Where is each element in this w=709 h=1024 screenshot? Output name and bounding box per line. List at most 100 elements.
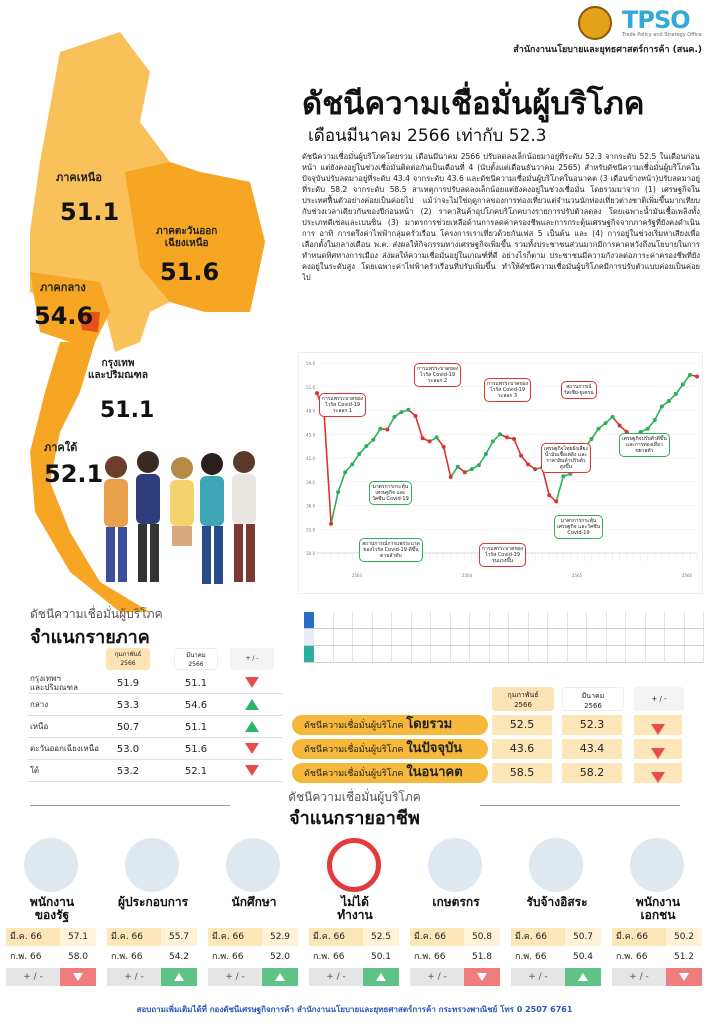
previous-month-label: ก.พ. 66 bbox=[410, 948, 464, 966]
data-point bbox=[420, 436, 425, 441]
y-tick-label: 51.0 bbox=[306, 385, 315, 390]
change-label: + / - bbox=[208, 968, 262, 986]
change-trend bbox=[161, 968, 197, 986]
occupation-card: พนักงาน เอกชน มี.ค. 66 50.2 ก.พ. 66 51.2 + / … bbox=[612, 838, 704, 988]
overall-row: ดัชนีความเชื่อมั่นผู้บริโภค ในปัจจุบัน 43… bbox=[292, 739, 704, 761]
data-point bbox=[638, 429, 643, 434]
current-month-label: มี.ค. 66 bbox=[410, 928, 464, 946]
region-name: เหนือ bbox=[30, 722, 49, 731]
south-region-shape bbox=[30, 342, 150, 612]
cci-line-chart: 30.0 33.0 36.0 39.0 42.0 45.0 48.0 51.0 54.0 2563… bbox=[298, 352, 703, 594]
current-month-label: มี.ค. 66 bbox=[208, 928, 262, 946]
current-value: 52.5 bbox=[363, 928, 399, 946]
region-prev-value: 53.2 bbox=[116, 766, 140, 777]
occupation-table: มี.ค. 66 57.1 ก.พ. 66 58.0 + / - bbox=[6, 928, 96, 988]
region-row: ใต้ 53.2 52.1 bbox=[28, 762, 283, 782]
occupation-row-change: + / - bbox=[107, 968, 197, 986]
previous-value: 51.8 bbox=[464, 948, 500, 966]
occupation-row-previous: ก.พ. 66 51.8 bbox=[410, 948, 500, 966]
occupation-row-current: มี.ค. 66 52.5 bbox=[309, 928, 399, 946]
y-tick-label: 36.0 bbox=[306, 504, 315, 509]
overall-label: ดัชนีความเชื่อมั่นผู้บริโภค ในปัจจุบัน bbox=[292, 739, 488, 759]
data-point bbox=[695, 374, 699, 379]
data-point bbox=[413, 414, 418, 419]
data-point bbox=[512, 437, 517, 441]
series-line-segment bbox=[414, 415, 424, 439]
data-point bbox=[364, 444, 369, 449]
occupation-row-current: มี.ค. 66 50.8 bbox=[410, 928, 500, 946]
chart-annotation: การแพร่ระบาดของ ไวรัส Covid-19 ระลอก 1 bbox=[319, 393, 367, 417]
occupation-row-previous: ก.พ. 66 58.0 bbox=[6, 948, 96, 966]
data-point bbox=[434, 435, 439, 440]
data-point bbox=[680, 382, 685, 387]
data-point bbox=[659, 404, 664, 409]
previous-month-label: ก.พ. 66 bbox=[208, 948, 262, 966]
region-col-prev: กุมภาพันธ์ 2566 bbox=[106, 648, 150, 670]
chart-annotation: สถานการณ์การแพร่ระบาด ของไวรัส Covid-19 … bbox=[359, 538, 423, 562]
change-trend bbox=[262, 968, 298, 986]
region-prev-value: 53.3 bbox=[116, 700, 140, 711]
y-tick-label: 42.0 bbox=[306, 456, 315, 461]
y-tick-label: 48.0 bbox=[306, 409, 315, 414]
overall-cur-value: 43.4 bbox=[562, 739, 622, 759]
data-point bbox=[329, 521, 334, 526]
data-point bbox=[378, 426, 383, 431]
region-trend bbox=[230, 721, 274, 735]
data-point bbox=[561, 474, 566, 479]
data-point bbox=[610, 414, 615, 419]
region-prev-value: 50.7 bbox=[116, 722, 140, 733]
ministry-emblem-icon bbox=[578, 6, 612, 40]
row-tag bbox=[304, 629, 314, 645]
trend-down-icon bbox=[245, 677, 259, 688]
person-1-icon bbox=[104, 456, 128, 582]
current-value: 52.9 bbox=[262, 928, 298, 946]
previous-value: 51.2 bbox=[666, 948, 702, 966]
trend-up-icon bbox=[376, 973, 386, 981]
occupation-card: รับจ้างอิสระ มี.ค. 66 50.7 ก.พ. 66 50.4 + / - bbox=[511, 838, 603, 988]
thailand-map bbox=[30, 32, 265, 612]
agency-name: สำนักงานนโยบายและยุทธศาสตร์การค้า (สนค.) bbox=[513, 45, 702, 55]
overall-prev-value: 58.5 bbox=[492, 763, 552, 783]
occupation-row-change: + / - bbox=[6, 968, 96, 986]
occupation-row-change: + / - bbox=[208, 968, 298, 986]
trend-up-icon bbox=[245, 721, 259, 732]
change-label: + / - bbox=[612, 968, 666, 986]
south-value: 52.1 bbox=[44, 460, 104, 488]
chart-annotation: การแพร่ระบาดของ ไวรัส Covid-19 ระลอก 3 bbox=[484, 378, 532, 402]
period-label: 2566 bbox=[682, 573, 693, 578]
data-point bbox=[519, 453, 524, 458]
occupation-row-change: + / - bbox=[309, 968, 399, 986]
occupation-row-change: + / - bbox=[410, 968, 500, 986]
overall-label-key: โดยรวม bbox=[406, 717, 453, 732]
previous-value: 52.0 bbox=[262, 948, 298, 966]
current-month-label: มี.ค. 66 bbox=[6, 928, 60, 946]
chart-data-table bbox=[304, 612, 704, 664]
chart-annotation: การแพร่ระบาดของ ไวรัส Covid-19 ระลอก 2 bbox=[414, 363, 462, 387]
occupation-section-heading: จำแนกรายอาชีพ bbox=[289, 808, 420, 829]
overall-label: ดัชนีความเชื่อมั่นผู้บริโภค โดยรวม bbox=[292, 715, 488, 735]
data-point bbox=[406, 407, 411, 412]
occupation-table: มี.ค. 66 50.2 ก.พ. 66 51.2 + / - bbox=[612, 928, 702, 988]
region-row: กลาง 53.3 54.6 bbox=[28, 696, 283, 716]
chart-annotation: การแพร่ระบาดของ ไวรัส Covid-19 รุนแรงขึ้… bbox=[479, 543, 527, 567]
period-label: 2565 bbox=[572, 573, 583, 578]
region-trend bbox=[230, 699, 274, 713]
data-table-row-current bbox=[304, 629, 704, 646]
bangkok-label: กรุงเทพ และปริมณฑล bbox=[88, 358, 148, 381]
region-section-heading-small: ดัชนีความเชื่อมั่นผู้บริโภค bbox=[30, 607, 163, 621]
data-table-row-overall bbox=[304, 612, 704, 629]
occupation-row-current: มี.ค. 66 50.7 bbox=[511, 928, 601, 946]
body-paragraph: ดัชนีความเชื่อมั่นผู้บริโภคโดยรวม เดือนม… bbox=[302, 152, 700, 282]
y-tick-label: 45.0 bbox=[306, 432, 315, 437]
footer-contact: สอบถามเพิ่มเติมได้ที่ กองดัชนีเศรษฐกิจกา… bbox=[136, 1005, 573, 1014]
north-value: 51.1 bbox=[60, 198, 120, 226]
northeast-region-shape bbox=[125, 162, 265, 312]
trend-down-icon bbox=[245, 765, 259, 776]
occupation-row-change: + / - bbox=[511, 968, 601, 986]
data-point bbox=[399, 410, 404, 415]
data-point bbox=[673, 391, 678, 396]
people-illustration bbox=[104, 451, 256, 584]
region-col-change: + / - bbox=[230, 648, 274, 670]
header-logos: TPSO Trade Policy and Strategy Office bbox=[570, 6, 702, 42]
data-table-row-future bbox=[304, 646, 704, 663]
